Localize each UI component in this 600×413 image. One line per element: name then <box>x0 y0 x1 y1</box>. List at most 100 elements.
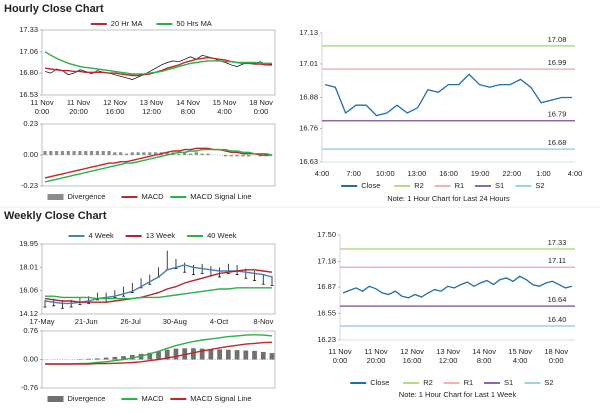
divergence-bar <box>142 152 146 155</box>
x-tick-label: 12 Nov 16:00 <box>400 347 424 365</box>
divergence-bar <box>78 150 82 155</box>
divergence-bar <box>165 152 169 155</box>
legend-label: R1 <box>455 181 465 190</box>
x-tick-label-line: 20:00 <box>69 107 88 116</box>
x-tick-label: 11 Nov 20:00 <box>67 98 90 116</box>
x-tick-label-line: 12:00 <box>142 107 161 116</box>
divergence-bar <box>86 358 92 360</box>
x-tick-label-line: 0:00 <box>333 356 348 365</box>
x-tick-label: 21-Jun <box>75 317 98 326</box>
x-tick-label-line: 12 Nov <box>103 98 127 107</box>
legend-label: 50 Hrs MA <box>176 19 211 28</box>
divergence-bar <box>66 150 70 155</box>
x-tick-label-line: 13 Nov <box>436 347 460 356</box>
legend-swatch <box>47 194 64 200</box>
x-tick-label: 10:00 <box>376 169 395 178</box>
divergence-bar <box>241 155 245 157</box>
divergence-bar <box>206 153 210 155</box>
series-line <box>44 269 273 303</box>
legend-label: 4 Week <box>89 231 115 240</box>
x-tick-label: 18 Nov 0:00 <box>249 98 273 116</box>
divergence-bar <box>234 350 240 360</box>
divergence-bar <box>113 152 117 155</box>
divergence-bar <box>260 352 266 360</box>
divergence-bar <box>103 357 109 360</box>
divergence-bar <box>177 153 181 155</box>
divergence-bar <box>229 155 233 157</box>
legend-label: R2 <box>414 181 424 190</box>
x-tick-label-line: 12:00 <box>439 356 458 365</box>
divergence-bar <box>235 155 239 157</box>
x-tick-label-line: 11 Nov <box>30 98 53 107</box>
x-tick-label-line: 8:00 <box>477 356 492 365</box>
legend-label: Close <box>370 378 389 387</box>
pivot-label: 16.79 <box>548 110 567 119</box>
y-tick-label: 16.88 <box>299 92 318 101</box>
pivot-label: 16.64 <box>548 295 567 304</box>
divergence-bar <box>129 355 135 360</box>
y-tick-label: 0.23 <box>23 119 38 128</box>
x-tick-label: 16:00 <box>439 169 458 178</box>
legend-label: Divergence <box>68 394 106 403</box>
section-heading: Hourly Close Chart <box>4 3 104 15</box>
divergence-bar <box>247 155 251 157</box>
x-tick-label: 22:00 <box>502 169 521 178</box>
x-tick-label: 17-May <box>29 317 54 326</box>
x-tick-label: 4-Oct <box>210 317 229 326</box>
legend-label: MACD Signal Line <box>190 394 251 403</box>
divergence-bar <box>89 150 94 155</box>
x-tick-label-line: 11 Nov <box>328 347 351 356</box>
x-tick-label-line: 8:00 <box>181 107 196 116</box>
x-tick-label-line: 18 Nov <box>544 347 568 356</box>
x-tick-label-line: 16:00 <box>106 107 125 116</box>
legend-label: S1 <box>495 181 504 190</box>
series-line <box>45 341 273 365</box>
divergence-bar <box>72 150 76 155</box>
x-tick-label: 8-Nov <box>253 317 273 326</box>
section-heading: Weekly Close Chart <box>4 210 107 222</box>
divergence-bar <box>124 153 129 155</box>
legend-label: MACD Signal Line <box>190 192 251 201</box>
divergence-bar <box>194 152 198 155</box>
y-tick-label: 16.06 <box>19 286 38 295</box>
x-tick-label-line: 12 Nov <box>400 347 424 356</box>
x-tick-label: 14 Nov 8:00 <box>176 98 200 116</box>
y-tick-label: 17.18 <box>317 256 336 265</box>
legend-swatch <box>47 396 64 402</box>
y-tick-label: 16.63 <box>299 157 318 166</box>
x-tick-label: 18 Nov 0:00 <box>544 347 568 365</box>
x-tick-label-line: 0:00 <box>254 107 269 116</box>
legend-label: MACD <box>142 192 165 201</box>
divergence-bar <box>136 152 140 155</box>
chart-note: Note: 1 Hour Chart for Last 1 Week <box>399 390 517 399</box>
x-tick-label-line: 16:00 <box>403 356 422 365</box>
y-tick-label: 0.00 <box>23 150 38 159</box>
price-line <box>44 54 273 80</box>
x-tick-label-line: 13 Nov <box>140 98 164 107</box>
legend-label: R1 <box>464 378 474 387</box>
divergence-bar <box>101 150 105 155</box>
y-tick-label: 16.55 <box>317 309 336 318</box>
x-tick-label-line: 20:00 <box>367 356 386 365</box>
x-tick-label-line: 14 Nov <box>472 347 496 356</box>
x-tick-label: 19:00 <box>471 169 490 178</box>
divergence-bar <box>243 350 249 360</box>
pivot-label: 16.40 <box>548 315 567 324</box>
pivot-label: 17.33 <box>548 238 567 247</box>
x-tick-label: 1:00 <box>536 169 551 178</box>
x-tick-label-line: 0:00 <box>549 356 564 365</box>
y-tick-label: 17.01 <box>299 59 318 68</box>
y-tick-label: 17.13 <box>299 28 318 37</box>
legend-label: 13 Week <box>146 231 176 240</box>
legend-label: Divergence <box>68 192 106 201</box>
x-tick-label-line: 11 Nov <box>67 98 90 107</box>
divergence-bar <box>156 351 161 360</box>
divergence-bar <box>252 350 257 360</box>
divergence-bar <box>183 152 187 155</box>
divergence-bar <box>223 155 228 157</box>
x-tick-label: 4:00 <box>568 169 583 178</box>
x-tick-label: 13 Nov 12:00 <box>436 347 460 365</box>
divergence-bar <box>199 348 205 360</box>
divergence-bar <box>182 348 188 360</box>
y-tick-label: 18.01 <box>19 262 38 271</box>
